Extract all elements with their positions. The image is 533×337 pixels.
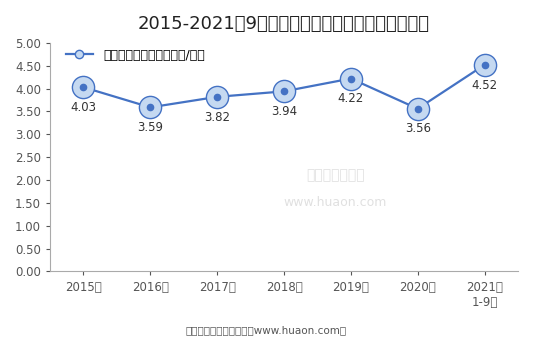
Text: 4.52: 4.52 bbox=[472, 79, 498, 92]
Text: www.huaon.com: www.huaon.com bbox=[284, 196, 387, 209]
Legend: 鸡蛋期货成交均价（万元/手）: 鸡蛋期货成交均价（万元/手） bbox=[66, 49, 205, 62]
Text: 3.59: 3.59 bbox=[138, 121, 163, 134]
Text: 3.56: 3.56 bbox=[405, 122, 431, 135]
Text: 3.94: 3.94 bbox=[271, 105, 297, 118]
Text: 华经产业研究院: 华经产业研究院 bbox=[306, 168, 365, 182]
Title: 2015-2021年9月大连商品交易所鸡蛋期货成交均价: 2015-2021年9月大连商品交易所鸡蛋期货成交均价 bbox=[138, 15, 430, 33]
Text: 4.03: 4.03 bbox=[70, 101, 96, 114]
Text: 4.22: 4.22 bbox=[338, 92, 364, 105]
Text: 3.82: 3.82 bbox=[204, 111, 230, 124]
Text: 制图：华经产业研究院（www.huaon.com）: 制图：华经产业研究院（www.huaon.com） bbox=[186, 325, 347, 335]
